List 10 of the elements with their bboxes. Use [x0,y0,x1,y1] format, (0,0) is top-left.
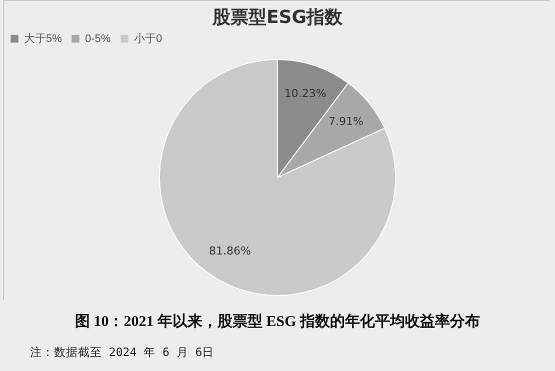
legend-label: 大于5% [24,32,62,45]
caption: 图 10：2021 年以来，股票型 ESG 指数的年化平均收益率分布 [74,312,481,331]
text: 注：数据截至 2024 年 6 月 6日 [30,345,214,360]
data-label: 7.91% [328,115,364,128]
legend-label: 0-5% [85,32,111,45]
data-label: 10.23% [284,87,326,100]
pie-slice [159,59,396,296]
chart-title: 股票型ESG指数 [211,7,344,28]
data-label: 81.86% [209,244,251,258]
legend-label: 小于0 [134,32,162,45]
